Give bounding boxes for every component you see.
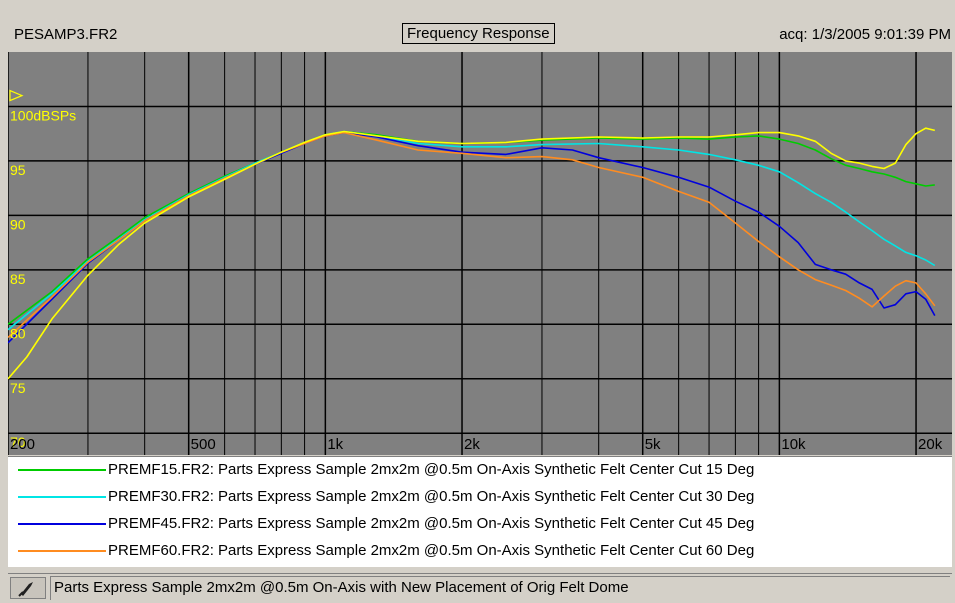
acquisition-timestamp: acq: 1/3/2005 9:01:39 PM <box>779 26 951 43</box>
legend-item[interactable]: PREMF45.FR2: Parts Express Sample 2mx2m … <box>8 513 952 537</box>
series-line <box>8 131 936 338</box>
status-text: Parts Express Sample 2mx2m @0.5m On-Axis… <box>54 579 629 596</box>
legend-item[interactable]: PREMF15.FR2: Parts Express Sample 2mx2m … <box>8 459 952 483</box>
x-tick-label: 20k <box>918 436 943 453</box>
legend-swatch <box>18 469 106 471</box>
status-icon-button[interactable] <box>10 577 46 599</box>
legend-swatch <box>18 550 106 552</box>
status-bar: Parts Express Sample 2mx2m @0.5m On-Axis… <box>8 573 952 602</box>
chart-title[interactable]: Frequency Response <box>402 23 555 44</box>
series-line <box>8 130 935 325</box>
legend-swatch <box>18 523 106 525</box>
legend-item[interactable]: PREMF30.FR2: Parts Express Sample 2mx2m … <box>8 486 952 510</box>
plot-header: PESAMP3.FR2 Frequency Response acq: 1/3/… <box>8 18 953 52</box>
y-tick-label: 90 <box>10 216 26 232</box>
y-tick-label: 95 <box>10 162 26 178</box>
legend-label: PREMF15.FR2: Parts Express Sample 2mx2m … <box>108 461 755 478</box>
y-tick-label: 80 <box>10 325 26 341</box>
y-tick-label: 70 <box>10 434 26 450</box>
x-tick-label: 200 <box>10 436 35 453</box>
plot-background <box>8 52 952 455</box>
series-lines <box>8 127 936 380</box>
reference-level-marker <box>9 89 24 102</box>
legend-label: PREMF60.FR2: Parts Express Sample 2mx2m … <box>108 542 755 559</box>
x-tick-label: 5k <box>645 436 661 453</box>
legend: PREMF15.FR2: Parts Express Sample 2mx2m … <box>8 456 952 567</box>
series-line <box>8 130 936 331</box>
x-tick-label: 500 <box>191 436 216 453</box>
y-tick-label: 100dBSPs <box>10 107 76 123</box>
status-text-frame <box>50 576 950 600</box>
file-name: PESAMP3.FR2 <box>14 26 118 43</box>
x-tick-label: 1k <box>327 436 343 453</box>
x-tick-label: 2k <box>464 436 480 453</box>
probe-icon <box>18 582 33 597</box>
legend-label: PREMF45.FR2: Parts Express Sample 2mx2m … <box>108 515 755 532</box>
y-tick-label: 75 <box>10 380 26 396</box>
y-tick-label: 85 <box>10 271 26 287</box>
legend-swatch <box>18 496 106 498</box>
grid-lines <box>8 52 952 455</box>
legend-label: PREMF30.FR2: Parts Express Sample 2mx2m … <box>108 488 755 505</box>
x-tick-label: 10k <box>781 436 806 453</box>
series-line <box>8 127 935 380</box>
legend-item[interactable]: PREMF60.FR2: Parts Express Sample 2mx2m … <box>8 540 952 564</box>
